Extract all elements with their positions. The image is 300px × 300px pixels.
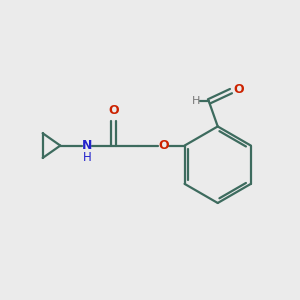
Text: O: O bbox=[233, 83, 244, 96]
Text: O: O bbox=[108, 104, 119, 117]
Text: H: H bbox=[192, 96, 201, 106]
Text: O: O bbox=[158, 139, 169, 152]
Text: N: N bbox=[82, 139, 92, 152]
Text: H: H bbox=[82, 152, 91, 164]
